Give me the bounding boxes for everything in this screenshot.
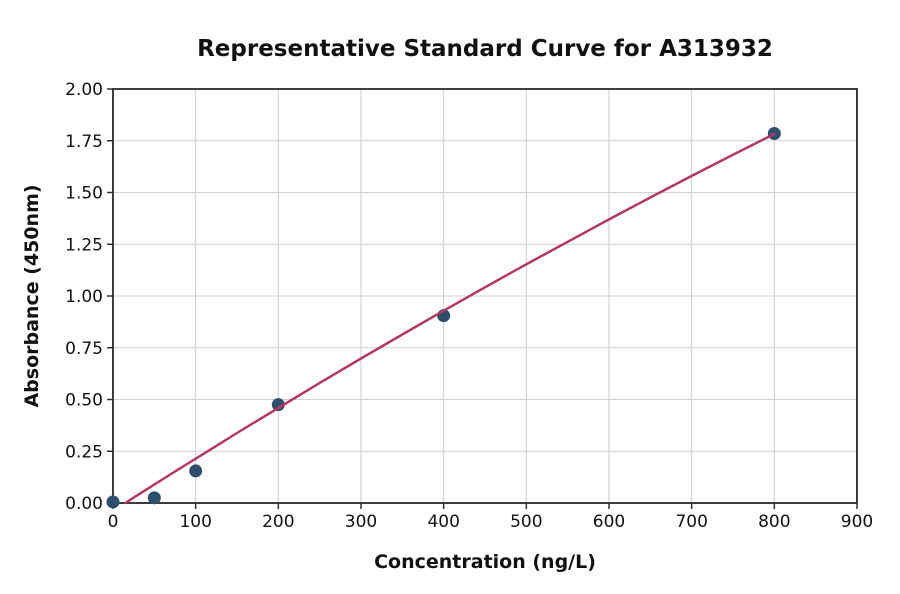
y-axis-label: Absorbance (450nm) — [21, 184, 43, 407]
fit-curve — [124, 132, 776, 505]
y-tick-label: 2.00 — [65, 80, 103, 100]
y-tick-label: 1.75 — [65, 132, 103, 152]
data-point — [147, 491, 161, 505]
tick-layer: 0 100 200 300 400 500 600 700 800 900 0.00 0.25 0.50… — [65, 80, 873, 532]
series-layer — [106, 127, 781, 509]
y-tick-label: 0.00 — [65, 494, 103, 514]
x-tick-label: 900 — [841, 512, 873, 532]
y-tick-label: 0.25 — [65, 442, 103, 462]
y-tick-label: 0.50 — [65, 391, 103, 411]
x-tick-label: 600 — [593, 512, 625, 532]
x-tick-label: 300 — [345, 512, 377, 532]
y-tick-label: 0.75 — [65, 339, 103, 359]
y-tick-label: 1.00 — [65, 287, 103, 307]
chart-title: Representative Standard Curve for A31393… — [197, 36, 773, 62]
data-point — [189, 464, 203, 478]
y-tick-label: 1.25 — [65, 235, 103, 255]
data-point — [106, 495, 120, 509]
x-tick-label: 200 — [262, 512, 294, 532]
x-tick-label: 500 — [510, 512, 542, 532]
y-tick-label: 1.50 — [65, 184, 103, 204]
x-tick-label: 800 — [758, 512, 790, 532]
x-tick-label: 400 — [427, 512, 459, 532]
x-tick-label: 0 — [108, 512, 119, 532]
x-axis-label: Concentration (ng/L) — [374, 551, 596, 573]
data-point — [271, 398, 285, 412]
x-tick-label: 100 — [179, 512, 211, 532]
x-tick-label: 700 — [675, 512, 707, 532]
